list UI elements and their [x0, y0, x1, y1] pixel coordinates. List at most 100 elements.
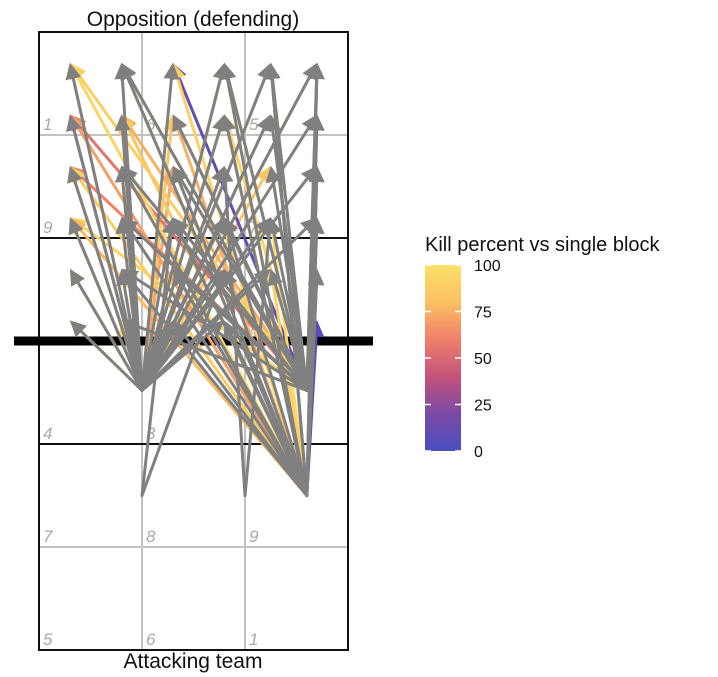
legend-tick-label: 50 [474, 351, 492, 368]
grey-attack-arrow-shaft [229, 333, 309, 497]
zone-label: 1 [249, 630, 258, 649]
grey-attack-arrow-shaft [228, 282, 309, 497]
zone-label: 4 [43, 424, 52, 443]
grey-attack-arrow [69, 268, 144, 392]
grey-attack-arrow-head [308, 165, 325, 183]
grey-attack-arrow [140, 268, 227, 497]
grey-attack-arrow-shaft [79, 330, 144, 392]
grey-attack-arrow [69, 320, 144, 392]
chart-title-bottom: Attacking team [124, 650, 263, 673]
grey-attack-arrow-shaft [181, 331, 309, 497]
grey-attack-arrow [219, 114, 309, 497]
zone-label: 3 [146, 424, 156, 443]
grey-attack-arrow-shaft [140, 128, 222, 392]
grey-attack-arrow-head [222, 268, 238, 287]
grey-attack-arrow-head [163, 62, 180, 80]
grey-attack-arrow-head [68, 217, 84, 236]
grey-attack-arrow-head [172, 268, 188, 287]
grey-attack-arrow-head [121, 318, 140, 334]
grey-attack-arrow-shaft [140, 333, 168, 392]
grey-attack-arrow-head [65, 62, 82, 81]
zone-label: 5 [249, 115, 259, 134]
grey-attack-arrow-shaft [226, 128, 309, 497]
grey-attack-arrow-head [121, 217, 137, 236]
grey-attack-arrow-shaft [179, 281, 309, 497]
grey-attack-arrows [65, 62, 325, 497]
grey-attack-arrow [243, 217, 278, 497]
grey-attack-arrow-shaft [128, 229, 309, 497]
legend-ticks: 0 25 50 75 100 [425, 258, 501, 461]
grey-attack-arrow-shaft [72, 128, 144, 392]
zone-label: 9 [43, 218, 53, 237]
grey-attack-arrow-head [308, 268, 325, 286]
grey-attack-arrow-head [69, 320, 87, 338]
grey-attack-arrow-head [121, 268, 138, 287]
grey-attack-arrow-shaft [270, 77, 309, 497]
grey-attack-arrow-shaft [74, 230, 144, 392]
grey-attack-arrow [219, 62, 309, 497]
grey-attack-arrow-shaft [227, 231, 309, 497]
grey-attack-arrow-shaft [305, 283, 318, 497]
grey-attack-arrow-head [265, 165, 282, 183]
grey-attack-arrow-head [171, 165, 187, 184]
grey-attack-arrow [66, 114, 144, 392]
grey-attack-arrow [140, 320, 174, 392]
grey-attack-arrow [222, 268, 309, 497]
zone-label: 1 [43, 115, 52, 134]
grey-attack-arrow-head [223, 320, 239, 339]
zone-label: 7 [43, 527, 53, 546]
grey-attack-arrow-shaft [134, 324, 309, 392]
grey-attack-arrow-head [219, 62, 236, 81]
grey-attack-arrow [172, 320, 309, 497]
grey-attack-arrow-head [66, 114, 82, 132]
grey-attack-arrow-head [172, 114, 188, 133]
grey-attack-arrow-head [308, 62, 325, 80]
grey-attack-arrow [140, 62, 180, 392]
grey-attack-arrow-shaft [140, 77, 173, 392]
legend-tick-label: 100 [474, 258, 501, 275]
grey-attack-arrow-head [267, 268, 283, 287]
chart-title-top: Opposition (defending) [87, 8, 299, 31]
grey-attack-arrow [68, 217, 144, 392]
grey-attack-arrow-head [217, 165, 234, 183]
legend-tick-label: 0 [474, 444, 483, 461]
zone-label: 9 [249, 527, 259, 546]
grey-attack-arrow-head [308, 114, 325, 131]
grey-attack-arrow-shaft [273, 282, 309, 392]
grey-attack-arrow-head [69, 268, 85, 287]
grey-attack-arrow [264, 62, 309, 497]
grey-attack-arrow-head [219, 114, 236, 132]
grey-attack-arrow-shaft [140, 179, 221, 392]
grey-attack-arrow [140, 217, 180, 497]
grey-attack-arrow [305, 268, 325, 497]
grey-attack-arrow-head [67, 165, 83, 184]
grey-attack-arrow [67, 165, 144, 392]
grey-attack-arrow-shaft [229, 230, 309, 392]
grey-attack-arrow-head [114, 114, 131, 131]
grey-attack-arrow-head [172, 320, 189, 338]
grey-attack-arrow [172, 268, 309, 497]
zone-label: 7 [249, 218, 259, 237]
legend-title: Kill percent vs single block [425, 234, 661, 256]
zone-label: 5 [43, 630, 53, 649]
grey-attack-arrow [65, 62, 144, 392]
grey-attack-arrow-shaft [71, 77, 144, 392]
grey-attack-arrow-head [211, 268, 227, 287]
grey-attack-arrow [171, 165, 309, 497]
grey-attack-arrow-shaft [225, 77, 309, 497]
grey-attack-arrow [121, 318, 309, 392]
grey-attack-arrow-head [264, 62, 281, 80]
grey-attack-arrow-head [163, 217, 180, 235]
grey-attack-arrow-head [261, 217, 278, 235]
grey-attack-arrow [121, 217, 309, 497]
grey-attack-arrow-shaft [140, 282, 221, 497]
grey-attack-arrow-shaft [76, 281, 144, 392]
legend: Kill percent vs single block 0 25 50 75 100 [425, 234, 661, 461]
grey-attack-arrow-head [308, 217, 325, 234]
grey-attack-arrow-shaft [177, 179, 309, 497]
grey-attack-arrow-head [120, 62, 136, 81]
zone-label: 8 [146, 527, 156, 546]
grey-attack-arrow-shaft [183, 278, 309, 392]
grey-attack-arrow-shaft [73, 179, 144, 392]
